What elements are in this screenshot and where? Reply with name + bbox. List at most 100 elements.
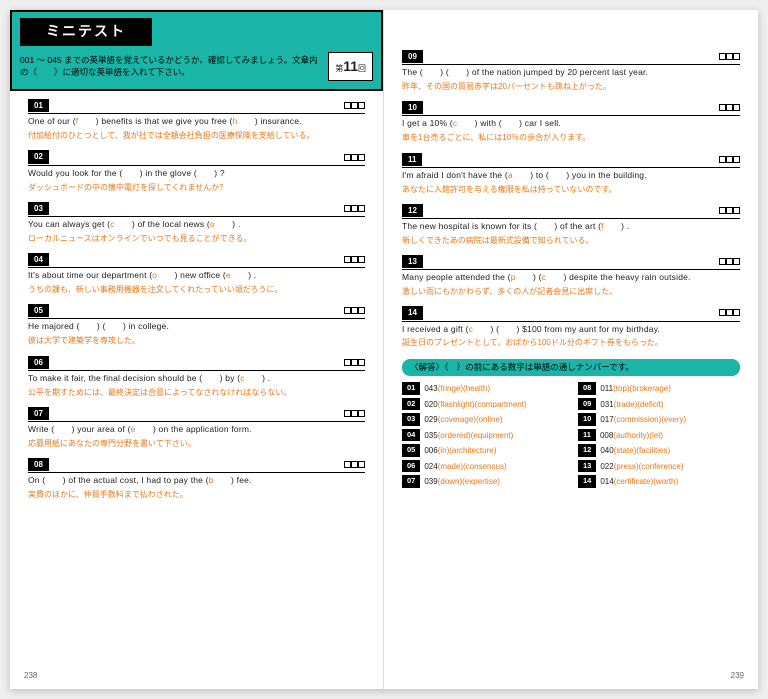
question: 05He majored ( ) ( ) in college.彼は大学で建築学… xyxy=(28,304,365,346)
answer-row: 12040 (state)(facilities) xyxy=(578,444,740,457)
question-number: 11 xyxy=(402,153,422,166)
answer-row: 05006 (in)(architecture) xyxy=(402,444,564,457)
question-number: 03 xyxy=(28,202,49,215)
answer-row: 14 014 (certificate)(worth) xyxy=(578,475,740,488)
right-page: 09 The ( ) ( ) of the nation jumped by 20… xyxy=(384,10,758,689)
answer-words: (flashlight)(compartment) xyxy=(438,399,527,410)
question-number: 12 xyxy=(402,204,423,217)
question-number: 08 xyxy=(28,458,49,471)
question-english: You can always get (c ) of the local new… xyxy=(28,219,365,231)
question-japanese: ダッシュボードの中の懐中電灯を探してくれませんか？ xyxy=(28,182,365,193)
question-japanese: 新しくできたあの病院は最新式設備で知られている。 xyxy=(402,235,740,246)
question-japanese: 彼は大学で建築学を専攻した。 xyxy=(28,335,365,346)
answer-words: (commission)(every) xyxy=(614,414,686,425)
question-japanese: ローカルニュースはオンラインでいつでも見ることができる。 xyxy=(28,233,365,244)
question-number: 09 xyxy=(402,50,423,63)
question: 14I received a gift (c ) ( ) $100 from m… xyxy=(402,306,740,348)
checkboxes xyxy=(344,256,365,263)
question-english: I'm afraid I don't have the (a ) to ( ) … xyxy=(402,170,740,182)
question: 03 You can always get (c ) of the local n… xyxy=(28,202,365,244)
question: 09 The ( ) ( ) of the nation jumped by 20… xyxy=(402,50,740,92)
answer-words: (in)(architecture) xyxy=(438,445,497,456)
answer-number: 06 xyxy=(402,460,420,473)
question: 10 I get a 10% (c ) with ( ) car I sell. 車… xyxy=(402,101,740,143)
question-number: 07 xyxy=(28,407,49,420)
answers-col-left: 01043 (fringe)(health) 02020 (flashlight)… xyxy=(402,382,564,491)
header-band: ミニテスト 001 ～ 045 までの英単語を覚えているかどうか、確認してみまし… xyxy=(10,10,383,91)
answer-id: 024 xyxy=(424,461,437,472)
answer-number: 07 xyxy=(402,475,420,488)
answer-number: 10 xyxy=(578,413,596,426)
answer-words: (top)(brokerage) xyxy=(613,383,671,394)
answer-number: 08 xyxy=(578,382,596,395)
answer-row: 03 029 (coverage)(online) xyxy=(402,413,564,426)
checkboxes xyxy=(344,205,365,212)
answer-id: 022 xyxy=(600,461,613,472)
page-number-left: 238 xyxy=(24,670,37,681)
answer-number: 03 xyxy=(402,413,420,426)
question-number: 10 xyxy=(402,101,423,114)
question: 12 The new hospital is known for its ( ) … xyxy=(402,204,740,246)
question: 04It's about time our department (o ) ne… xyxy=(28,253,365,295)
question-english: Would you look for the ( ) in the glove … xyxy=(28,168,365,180)
answer-row: 02020 (flashlight)(compartment) xyxy=(402,398,564,411)
question-english: The ( ) ( ) of the nation jumped by 20 p… xyxy=(402,67,740,79)
answer-row: 13022 (press)(conference) xyxy=(578,460,740,473)
answer-number: 11 xyxy=(578,429,596,442)
answer-id: 040 xyxy=(600,445,613,456)
questions-left: 01One of our (f ) benefits is that we gi… xyxy=(28,99,365,500)
answer-words: (down)(expertise) xyxy=(438,476,500,487)
answer-row: 04035 (ordered)(equipment) xyxy=(402,429,564,442)
answers-box: 〈解答〉（ ）の前にある数字は単語の通しナンバーです。 01043 (fring… xyxy=(402,359,740,491)
answer-id: 035 xyxy=(424,430,437,441)
question-english: I get a 10% (c ) with ( ) car I sell. xyxy=(402,118,740,130)
question: 01One of our (f ) benefits is that we gi… xyxy=(28,99,365,141)
question: 02 Would you look for the ( ) in the glov… xyxy=(28,150,365,192)
answer-number: 02 xyxy=(402,398,420,411)
question: 08On ( ) of the actual cost, I had to pa… xyxy=(28,458,365,500)
answer-id: 017 xyxy=(600,414,613,425)
answer-words: (state)(facilities) xyxy=(614,445,670,456)
answer-row: 07 039 (down)(expertise) xyxy=(402,475,564,488)
answer-words: (fringe)(health) xyxy=(438,383,490,394)
answer-id: 031 xyxy=(600,399,613,410)
question-japanese: 激しい雨にもかかわらず、多くの人が記者会見に出席した。 xyxy=(402,286,740,297)
checkboxes xyxy=(719,207,740,214)
answer-number: 01 xyxy=(402,382,420,395)
answer-row: 06 024 (made)(consensus) xyxy=(402,460,564,473)
question: 11 I'm afraid I don't have the (a ) to ( … xyxy=(402,153,740,195)
left-page: ミニテスト 001 ～ 045 までの英単語を覚えているかどうか、確認してみまし… xyxy=(10,10,384,689)
checkboxes xyxy=(719,156,740,163)
question-english: Many people attended the (p ) (c ) despi… xyxy=(402,272,740,284)
page-number-right: 239 xyxy=(731,670,744,681)
answer-row: 11 008 (authority)(let) xyxy=(578,429,740,442)
answer-words: (made)(consensus) xyxy=(438,461,507,472)
intro-text: 001 ～ 045 までの英単語を覚えているかどうか、確認してみましょう。文章内… xyxy=(20,54,320,80)
answer-id: 039 xyxy=(424,476,437,487)
answer-words: (certificate)(worth) xyxy=(614,476,678,487)
checkboxes xyxy=(344,102,365,109)
question-english: The new hospital is known for its ( ) of… xyxy=(402,221,740,233)
answer-id: 029 xyxy=(424,414,437,425)
question-number: 05 xyxy=(28,304,49,317)
question-english: Write ( ) your area of (e ) on the appli… xyxy=(28,424,365,436)
question-number: 06 xyxy=(28,356,49,369)
question-japanese: 昨年、その国の貿易赤字は20パーセントも跳ね上がった。 xyxy=(402,81,740,92)
checkboxes xyxy=(344,410,365,417)
question-japanese: 車を1台売るごとに、私には10％の歩合が入ります。 xyxy=(402,132,740,143)
answer-words: (authority)(let) xyxy=(613,430,663,441)
question-japanese: 応募用紙にあなたの専門分野を書いて下さい。 xyxy=(28,438,365,449)
answer-id: 008 xyxy=(600,430,613,441)
answer-id: 014 xyxy=(600,476,613,487)
question-japanese: 誕生日のプレゼントとして、おばから100ドル分のギフト券をもらった。 xyxy=(402,337,740,348)
question-english: I received a gift (c ) ( ) $100 from my … xyxy=(402,324,740,336)
answer-words: (coverage)(online) xyxy=(438,414,503,425)
answer-number: 14 xyxy=(578,475,596,488)
question-japanese: うちの課も、新しい事務用機器を注文してくれたっていい頃だろうに。 xyxy=(28,284,365,295)
checkboxes xyxy=(344,359,365,366)
question-number: 04 xyxy=(28,253,49,266)
answer-row: 09031 (trade)(deficit) xyxy=(578,398,740,411)
questions-right: 09 The ( ) ( ) of the nation jumped by 20… xyxy=(402,50,740,349)
question-number: 02 xyxy=(28,150,49,163)
answer-row: 01043 (fringe)(health) xyxy=(402,382,564,395)
